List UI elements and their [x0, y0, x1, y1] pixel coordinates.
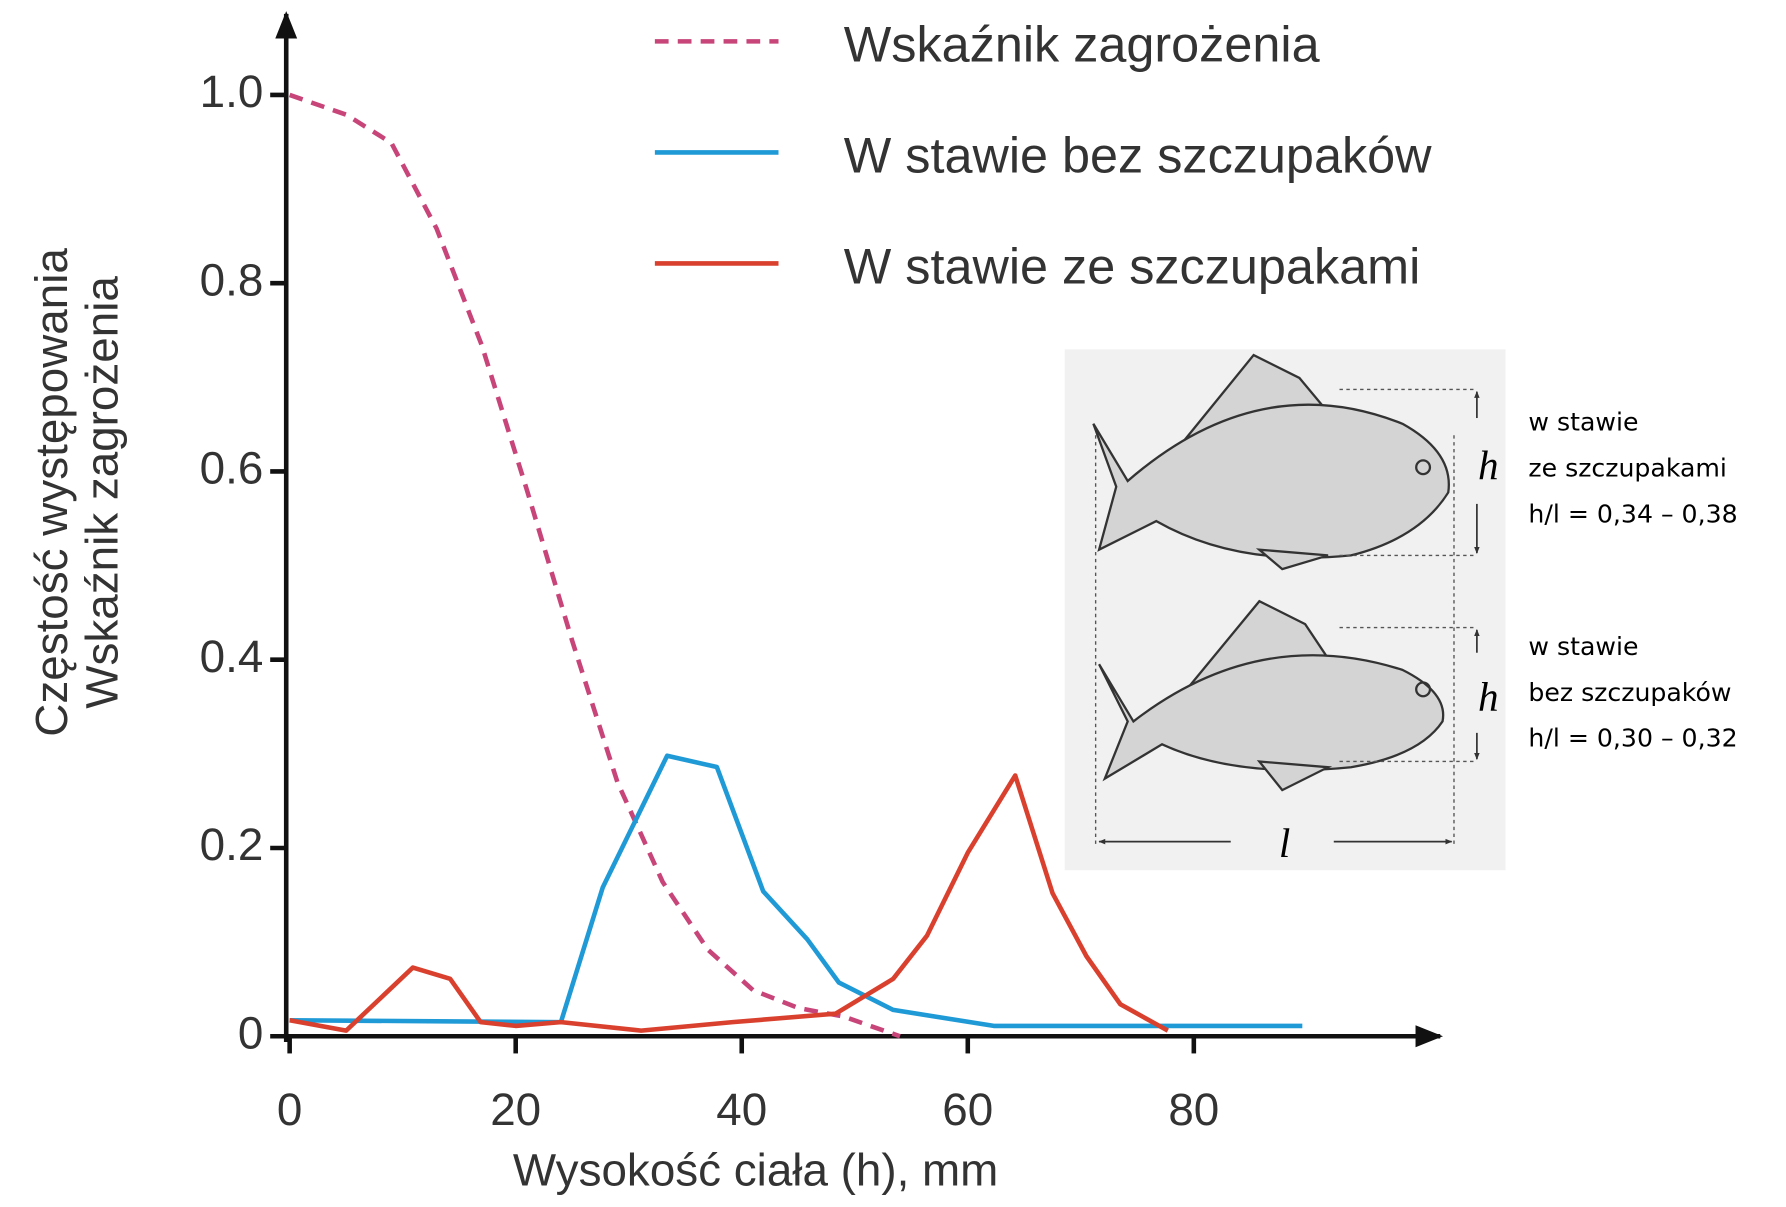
line-series [288, 92, 901, 1039]
x-tick-label: 40 [716, 1084, 767, 1135]
x-tick-label: 0 [277, 1084, 302, 1135]
y-tick-label: 1.0 [200, 66, 264, 117]
y-axis-label: Częstość występowania [26, 248, 77, 737]
legend-label: W stawie ze szczupakami [844, 238, 1421, 295]
height-symbol: h [1478, 442, 1499, 488]
y-tick-label: 0 [238, 1007, 263, 1058]
y-axis-label: Wskaźnik zagrożenia [76, 276, 127, 709]
annotation: bez szczupaków [1528, 678, 1731, 707]
x-tick-label: 60 [942, 1084, 993, 1135]
x-axis-label: Wysokość ciała (h), mm [513, 1145, 998, 1196]
length-symbol: l [1279, 820, 1290, 866]
legend-label: Wskaźnik zagrożenia [844, 16, 1320, 73]
y-tick-label: 0.4 [200, 631, 264, 682]
y-tick-label: 0.6 [200, 443, 264, 494]
annotation: ze szczupakami [1528, 454, 1727, 483]
height-symbol: h [1478, 673, 1499, 719]
x-tick-label: 80 [1168, 1084, 1219, 1135]
annotation: w stawie [1528, 632, 1638, 661]
annotation: h/l = 0,30 – 0,32 [1528, 724, 1737, 753]
fish-inset: h h l w stawie ze szczupakami h/l = 0,34… [1064, 349, 1738, 871]
y-tick-label: 0.2 [200, 819, 264, 870]
annotation: h/l = 0,34 – 0,38 [1528, 499, 1737, 528]
y-tick-label: 0.8 [200, 254, 264, 305]
line-series [289, 773, 1169, 1033]
legend-label: W stawie bez szczupaków [844, 127, 1432, 184]
x-tick-label: 20 [490, 1084, 541, 1135]
line-series [289, 753, 1303, 1029]
annotation: w stawie [1528, 408, 1638, 437]
